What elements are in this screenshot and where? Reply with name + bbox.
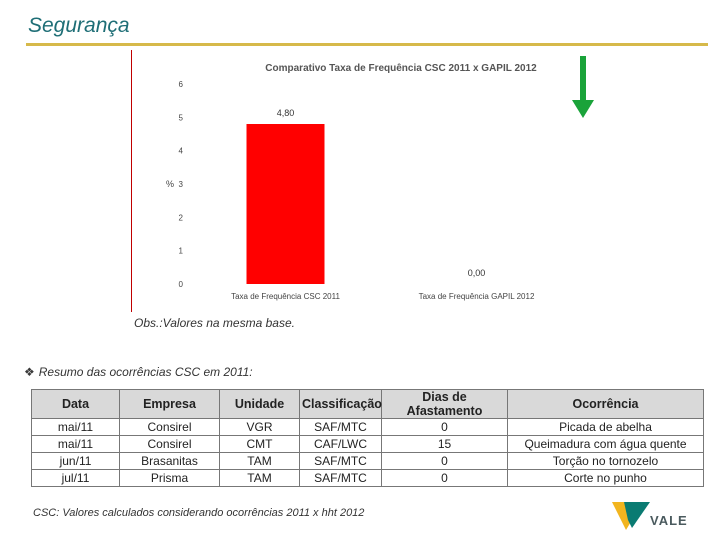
column-header: Classificação [299, 389, 382, 419]
data-label: 0,00 [468, 268, 486, 278]
table-row: jun/11 Brasanitas TAM SAF/MTC 0 Torção no tor… [31, 452, 704, 470]
table-cell: CAF/LWC [299, 435, 382, 453]
y-tick-label: 5 [179, 113, 184, 122]
table-header-row: Data Empresa Unidade Classificação Dias de A… [31, 389, 704, 419]
table-cell: jul/11 [31, 469, 120, 487]
frequency-chart-svg: Comparativo Taxa de Frequência CSC 2011 … [166, 63, 537, 301]
column-header: Unidade [219, 389, 300, 419]
table-cell: mai/11 [31, 435, 120, 453]
y-tick-label: 0 [179, 280, 184, 289]
y-axis-label: % [166, 179, 174, 189]
footer-note: CSC: Valores calculados considerando oco… [33, 507, 365, 519]
table-cell: CMT [219, 435, 300, 453]
y-tick-label: 2 [179, 213, 184, 222]
observation-note: Obs.:Valores na mesma base. [134, 316, 295, 330]
table-cell: Corte no punho [507, 469, 704, 487]
vale-logo [612, 502, 650, 530]
y-tick-label: 3 [179, 180, 184, 189]
y-tick-label: 6 [179, 80, 184, 89]
x-tick-label: Taxa de Frequência CSC 2011 [231, 292, 340, 301]
chart-title: Comparativo Taxa de Frequência CSC 2011 … [265, 63, 537, 74]
y-tick-label: 4 [179, 147, 184, 156]
occurrences-table: Data Empresa Unidade Classificação Dias de A… [31, 389, 704, 487]
vale-logo-text: VALE [650, 513, 688, 528]
table-cell: 0 [381, 452, 508, 470]
table-cell: SAF/MTC [299, 452, 382, 470]
table-cell: mai/11 [31, 418, 120, 436]
bullet-icon: ❖ [24, 365, 35, 379]
table-cell: Queimadura com água quente [507, 435, 704, 453]
table-body: mai/11 Consirel VGR SAF/MTC 0 Picada de abelh… [31, 418, 704, 487]
occurrences-table-wrap: Data Empresa Unidade Classificação Dias de A… [31, 389, 704, 487]
y-tick-label: 1 [179, 247, 184, 256]
table-cell: SAF/MTC [299, 418, 382, 436]
table-cell: VGR [219, 418, 300, 436]
table-cell: TAM [219, 452, 300, 470]
down-arrow-icon [572, 56, 594, 118]
title-divider [26, 43, 708, 46]
table-cell: Torção no tornozelo [507, 452, 704, 470]
data-label: 4,80 [277, 108, 295, 118]
table-cell: Consirel [119, 435, 220, 453]
summary-heading: ❖ Resumo das ocorrências CSC em 2011: [24, 365, 253, 379]
frequency-chart: Comparativo Taxa de Frequência CSC 2011 … [131, 50, 595, 312]
table-row: mai/11 Consirel CMT CAF/LWC 15 Queimadura com… [31, 435, 704, 453]
table-cell: 0 [381, 418, 508, 436]
table-row: jul/11 Prisma TAM SAF/MTC 0 Corte no punho [31, 469, 704, 487]
summary-heading-text: Resumo das ocorrências CSC em 2011: [38, 365, 253, 379]
table-cell: jun/11 [31, 452, 120, 470]
table-cell: Brasanitas [119, 452, 220, 470]
column-header: Data [31, 389, 120, 419]
column-header: Dias de Afastamento [381, 389, 508, 419]
column-header: Empresa [119, 389, 220, 419]
column-header: Ocorrência [507, 389, 704, 419]
table-cell: 15 [381, 435, 508, 453]
table-cell: TAM [219, 469, 300, 487]
table-cell: Picada de abelha [507, 418, 704, 436]
bar [246, 124, 325, 284]
table-cell: 0 [381, 469, 508, 487]
table-cell: Consirel [119, 418, 220, 436]
x-tick-label: Taxa de Frequência GAPIL 2012 [419, 292, 535, 301]
table-cell: SAF/MTC [299, 469, 382, 487]
page-title: Segurança [28, 14, 130, 37]
table-cell: Prisma [119, 469, 220, 487]
table-row: mai/11 Consirel VGR SAF/MTC 0 Picada de abelh… [31, 418, 704, 436]
